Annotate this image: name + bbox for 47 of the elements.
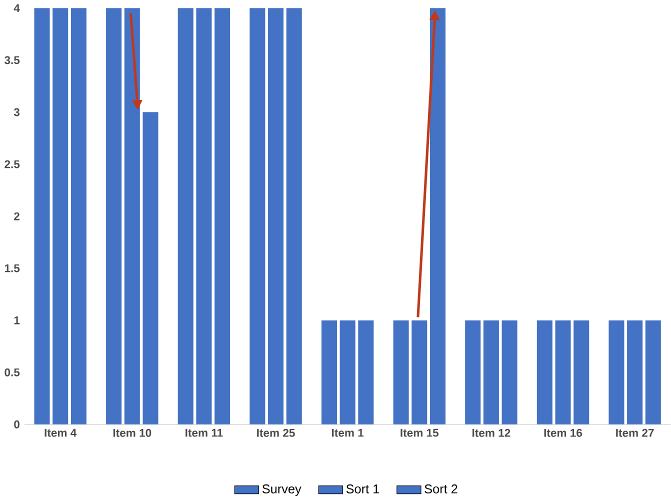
bar bbox=[465, 320, 481, 424]
bar bbox=[645, 320, 661, 424]
legend-label: Sort 2 bbox=[424, 484, 458, 494]
bar bbox=[142, 112, 158, 424]
y-tick-label: 0 bbox=[14, 420, 20, 428]
bar bbox=[555, 320, 571, 424]
bar bbox=[393, 320, 409, 424]
bar bbox=[502, 320, 518, 424]
y-tick-label: 3.5 bbox=[4, 56, 20, 64]
x-tick-label: Item 15 bbox=[400, 428, 438, 437]
x-tick-label: Item 4 bbox=[44, 428, 77, 437]
bar bbox=[358, 320, 374, 424]
bar bbox=[250, 8, 266, 424]
bar bbox=[412, 320, 428, 424]
y-tick-label: 3 bbox=[14, 108, 20, 116]
x-tick-label: Item 1 bbox=[332, 428, 364, 437]
x-tick-label: Item 12 bbox=[472, 428, 510, 437]
bar bbox=[106, 8, 122, 424]
bar bbox=[627, 320, 643, 424]
y-tick-label: 2 bbox=[14, 212, 20, 220]
bar bbox=[70, 8, 86, 424]
bar bbox=[52, 8, 68, 424]
bar bbox=[268, 8, 284, 424]
bar bbox=[574, 320, 590, 424]
bar bbox=[286, 8, 302, 424]
y-tick-label: 1 bbox=[14, 316, 20, 324]
legend-label: Sort 1 bbox=[346, 484, 380, 494]
y-tick-label: 4 bbox=[14, 4, 20, 12]
bar bbox=[608, 320, 624, 424]
x-tick-label: Item 25 bbox=[257, 428, 295, 437]
x-tick-label: Item 16 bbox=[544, 428, 582, 437]
bar bbox=[34, 8, 50, 424]
bar bbox=[536, 320, 552, 424]
bar bbox=[430, 8, 446, 424]
bar bbox=[214, 8, 230, 424]
bar bbox=[196, 8, 212, 424]
y-tick-label: 1.5 bbox=[4, 264, 20, 272]
bar bbox=[178, 8, 194, 424]
x-tick-label: Item 11 bbox=[186, 428, 223, 437]
bar bbox=[340, 320, 356, 424]
x-tick-label: Item 27 bbox=[616, 428, 654, 437]
x-tick-label: Item 10 bbox=[113, 428, 152, 437]
legend-label: Survey bbox=[262, 484, 302, 496]
bar bbox=[483, 320, 499, 424]
bar bbox=[321, 320, 337, 424]
y-tick-label: 0.5 bbox=[4, 368, 20, 376]
y-tick-label: 2.5 bbox=[4, 160, 20, 168]
